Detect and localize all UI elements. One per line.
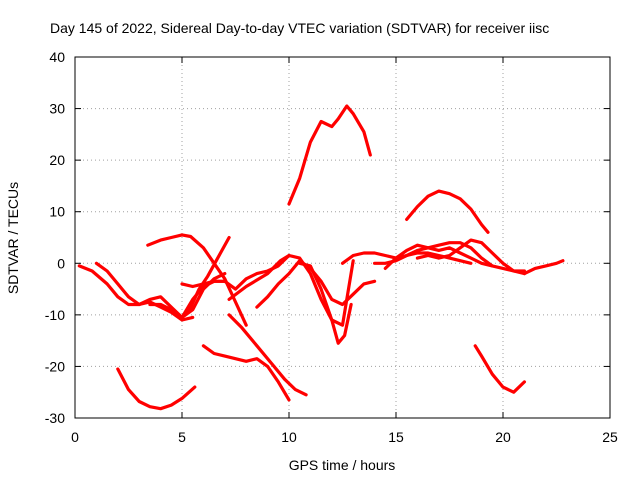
series-line-track-16 (383, 243, 494, 270)
axis-ticks: 0 5 10 15 20 25 -30 -20 -10 0 10 20 30 40 (45, 49, 618, 445)
x-tick-label: 10 (281, 429, 297, 445)
series-line-track-14 (340, 241, 527, 273)
grid (75, 57, 610, 418)
x-axis-label: GPS time / hours (289, 457, 396, 473)
plot-area (77, 104, 565, 411)
x-tick-label: 5 (178, 429, 186, 445)
series-line-track-7 (186, 235, 231, 314)
series-line-track-5 (148, 253, 291, 319)
y-tick-label: -30 (45, 410, 65, 426)
series-line-track-4 (146, 233, 248, 327)
x-tick-label: 25 (602, 429, 618, 445)
series-line-track-10 (227, 253, 355, 327)
y-tick-label: 40 (49, 49, 65, 65)
series-line-track-19 (473, 344, 527, 394)
y-axis-label: SDTVAR / TECUs (5, 182, 21, 294)
y-tick-label: -10 (45, 307, 65, 323)
x-tick-label: 20 (495, 429, 511, 445)
x-tick-label: 0 (71, 429, 79, 445)
plot-frame (74, 56, 611, 419)
series-line-track-12 (287, 104, 372, 206)
y-tick-label: 20 (49, 152, 65, 168)
x-tick-label: 15 (388, 429, 404, 445)
series-line-track-2 (94, 261, 227, 319)
y-tick-label: -20 (45, 358, 65, 374)
y-tick-label: 30 (49, 101, 65, 117)
series-line-track-8 (201, 344, 291, 402)
y-tick-label: 0 (57, 255, 65, 271)
series-line-track-18 (415, 238, 527, 276)
series-line-track-3 (116, 367, 197, 411)
series-line-track-9 (227, 313, 308, 397)
y-tick-label: 10 (49, 204, 65, 220)
series-line-track-20 (522, 259, 565, 276)
chart-title: Day 145 of 2022, Sidereal Day-to-day VTE… (50, 20, 549, 36)
series-line-track-13 (298, 261, 353, 345)
series-line-track-17 (405, 189, 490, 234)
